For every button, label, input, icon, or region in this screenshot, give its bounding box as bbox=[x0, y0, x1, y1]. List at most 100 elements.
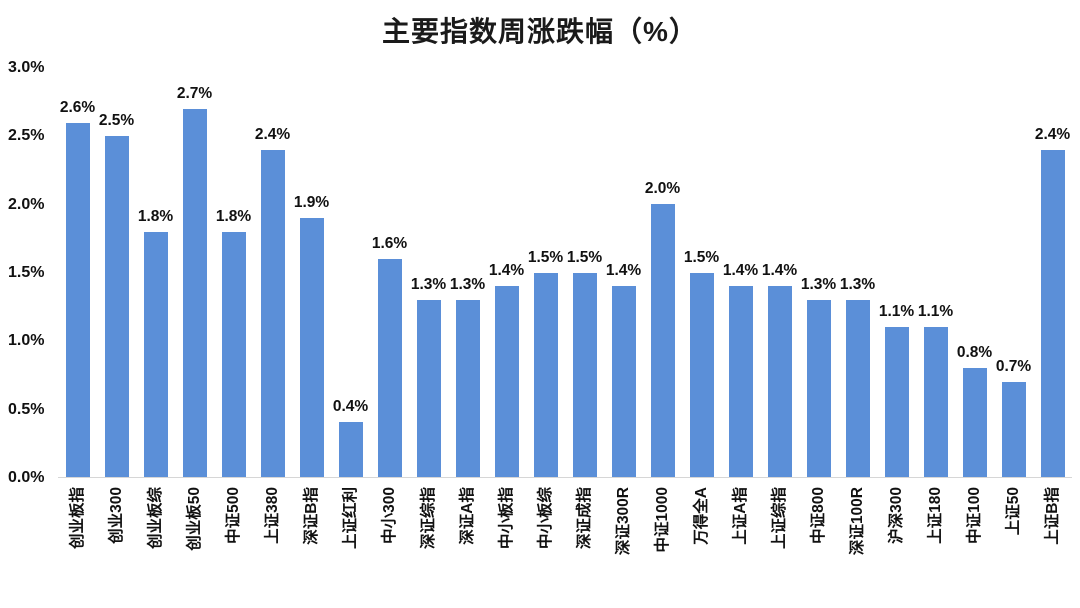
x-axis-label-cell: 创业300 bbox=[97, 487, 136, 605]
bar-value-label: 1.8% bbox=[215, 207, 252, 225]
bar-column: 1.8% bbox=[136, 68, 175, 477]
x-axis-label-cell: 上证380 bbox=[253, 487, 292, 605]
x-axis-label: 中小板指 bbox=[497, 487, 515, 550]
bar bbox=[689, 272, 714, 477]
x-axis-label-cell: 上证综指 bbox=[760, 487, 799, 605]
x-axis-label-cell: 中证800 bbox=[799, 487, 838, 605]
x-axis-label-cell: 上证50 bbox=[994, 487, 1033, 605]
bar-column: 1.3% bbox=[409, 68, 448, 477]
bar bbox=[845, 299, 870, 477]
bar-value-label: 1.5% bbox=[683, 248, 720, 266]
x-axis-label: 中小板综 bbox=[536, 487, 554, 550]
bar-column: 1.3% bbox=[448, 68, 487, 477]
bar-value-label: 1.5% bbox=[566, 248, 603, 266]
x-axis-label: 中证500 bbox=[224, 487, 242, 544]
bar-column: 1.5% bbox=[526, 68, 565, 477]
bar-value-label: 0.8% bbox=[956, 343, 993, 361]
x-axis-label-cell: 上证红利 bbox=[331, 487, 370, 605]
x-axis-label-cell: 中小板指 bbox=[487, 487, 526, 605]
bar-value-label: 1.1% bbox=[878, 303, 915, 321]
bar-value-label: 1.4% bbox=[761, 262, 798, 280]
x-axis-label: 创业板50 bbox=[185, 487, 203, 551]
x-axis-label-cell: 深证300R bbox=[604, 487, 643, 605]
bar bbox=[806, 299, 831, 477]
bar-value-label: 1.4% bbox=[605, 262, 642, 280]
bar-value-label: 0.4% bbox=[332, 398, 369, 416]
bar bbox=[494, 286, 519, 477]
bar bbox=[104, 136, 129, 477]
bar bbox=[143, 231, 168, 477]
y-axis-tick-label: 3.0% bbox=[8, 59, 45, 76]
y-axis-tick-label: 0.0% bbox=[8, 469, 45, 486]
bar-value-label: 1.3% bbox=[410, 275, 447, 293]
bar bbox=[728, 286, 753, 477]
bar-value-label: 2.4% bbox=[1034, 125, 1071, 143]
bar-column: 1.6% bbox=[370, 68, 409, 477]
x-axis-label: 中小300 bbox=[380, 487, 398, 544]
bar-column: 0.8% bbox=[955, 68, 994, 477]
x-axis-label-cell: 创业板指 bbox=[58, 487, 97, 605]
x-axis-label: 上证B指 bbox=[1043, 487, 1061, 545]
bar bbox=[221, 231, 246, 477]
x-axis-label-cell: 万得全A bbox=[682, 487, 721, 605]
y-axis-tick-label: 2.0% bbox=[8, 195, 45, 213]
x-axis-label: 中证1000 bbox=[653, 487, 671, 553]
bar-column: 1.4% bbox=[604, 68, 643, 477]
x-axis-label: 深证B指 bbox=[302, 487, 320, 545]
bar-value-label: 1.3% bbox=[449, 275, 486, 293]
x-axis-label-cell: 沪深300 bbox=[877, 487, 916, 605]
chart-title: 主要指数周涨跌幅（%） bbox=[382, 16, 698, 47]
x-axis-label: 深证300R bbox=[614, 487, 632, 556]
x-axis-label-cell: 上证B指 bbox=[1033, 487, 1072, 605]
plot-area: 2.6% 2.5% 1.8% 2.7% 1.8% 2.4% 1.9% 0.4% … bbox=[58, 68, 1072, 478]
bar-value-label: 1.4% bbox=[488, 262, 525, 280]
x-axis-label-cell: 中证500 bbox=[214, 487, 253, 605]
bar-column: 1.3% bbox=[838, 68, 877, 477]
bar bbox=[962, 367, 987, 477]
bar-value-label: 2.0% bbox=[644, 180, 681, 198]
bar-value-label: 1.5% bbox=[527, 248, 564, 266]
x-axis-label: 深证100R bbox=[848, 487, 866, 556]
bar-column: 1.5% bbox=[565, 68, 604, 477]
bar-column: 1.8% bbox=[214, 68, 253, 477]
bar bbox=[884, 327, 909, 477]
bar bbox=[338, 422, 363, 477]
x-axis-label-cell: 中证1000 bbox=[643, 487, 682, 605]
bar bbox=[572, 272, 597, 477]
y-axis-tick-label: 1.0% bbox=[8, 332, 45, 350]
y-axis: 0.0% 0.5% 1.0% 1.5% 2.0% 2.5% 3.0% bbox=[0, 59, 52, 486]
bar-column: 1.4% bbox=[760, 68, 799, 477]
bar bbox=[299, 217, 324, 477]
bar-column: 2.0% bbox=[643, 68, 682, 477]
x-axis-label-cell: 中小300 bbox=[370, 487, 409, 605]
x-axis: 创业板指 创业300 创业板综 创业板50 中证500 上证380 深证B指 上… bbox=[58, 487, 1072, 605]
bar-value-label: 0.7% bbox=[995, 357, 1032, 375]
x-axis-label-cell: 中证100 bbox=[955, 487, 994, 605]
bar bbox=[377, 258, 402, 477]
x-axis-label: 创业板指 bbox=[68, 487, 86, 550]
bar-value-label: 2.5% bbox=[98, 112, 135, 130]
bar-value-label: 1.9% bbox=[293, 193, 330, 211]
bar bbox=[416, 299, 441, 477]
bar bbox=[65, 122, 90, 477]
x-axis-label: 中证800 bbox=[809, 487, 827, 544]
bar-column: 0.7% bbox=[994, 68, 1033, 477]
bar bbox=[767, 286, 792, 477]
x-axis-label-cell: 深证成指 bbox=[565, 487, 604, 605]
bar-column: 1.9% bbox=[292, 68, 331, 477]
bar-value-label: 1.1% bbox=[917, 303, 954, 321]
x-axis-label: 创业板综 bbox=[146, 487, 164, 550]
x-axis-label-cell: 创业板综 bbox=[136, 487, 175, 605]
bar-value-label: 2.6% bbox=[59, 98, 96, 116]
y-axis-tick-label: 1.5% bbox=[8, 264, 45, 281]
x-axis-label: 万得全A bbox=[692, 487, 710, 545]
bar-value-label: 2.7% bbox=[176, 84, 213, 102]
x-axis-label-cell: 上证A指 bbox=[721, 487, 760, 605]
bar-column: 2.6% bbox=[58, 68, 97, 477]
x-axis-label: 沪深300 bbox=[887, 487, 905, 544]
x-axis-label: 创业300 bbox=[107, 487, 125, 544]
x-axis-label: 上证380 bbox=[263, 487, 281, 544]
x-axis-label: 中证100 bbox=[965, 487, 983, 544]
bar bbox=[455, 299, 480, 477]
